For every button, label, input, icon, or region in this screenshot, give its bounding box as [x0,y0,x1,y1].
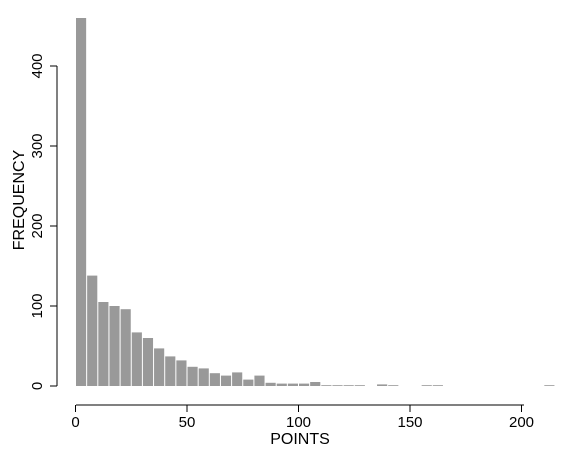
histogram-bar [332,385,343,386]
histogram-bar [276,383,287,386]
bars-group [76,18,555,386]
histogram-bar [310,382,321,386]
y-tick-label: 400 [29,53,46,78]
histogram-bar [165,356,176,386]
histogram-bar [142,338,154,386]
y-ticks-group: 0 100 200 300 400 [29,53,57,390]
histogram-bar [354,385,365,386]
histogram-bar [299,383,310,386]
histogram-bar [154,348,165,386]
y-axis-title: FREQUENCY [11,149,28,250]
x-tick-label: 50 [179,414,196,431]
histogram-bar [321,385,332,386]
histogram-bar [120,309,131,386]
histogram-bar [98,302,109,386]
histogram-bar [109,306,120,386]
histogram-bar [287,383,298,386]
histogram-bar [87,275,98,386]
histogram-bar [76,18,87,386]
histogram-bar [421,385,432,386]
histogram-bar [544,385,555,386]
histogram-bar [343,385,354,386]
x-axis-title: POINTS [270,431,330,448]
x-tick-label: 0 [71,414,79,431]
histogram-bar [388,385,399,386]
histogram-bar [377,384,388,386]
y-tick-label: 0 [29,382,46,390]
histogram-bar [209,373,220,386]
histogram-bar [198,368,209,386]
y-tick-label: 300 [29,133,46,158]
histogram-bar [187,366,198,386]
histogram-bar [432,385,443,386]
x-ticks-group: 0 50 100 150 200 [71,405,534,431]
histogram-bar [220,375,232,386]
x-tick-label: 200 [509,414,534,431]
histogram-bar [243,379,254,386]
histogram-bar [265,382,276,386]
x-tick-label: 100 [286,414,311,431]
histogram-bar [176,360,187,386]
x-tick-label: 150 [397,414,422,431]
histogram-bar [131,332,142,386]
histogram-bar [254,375,265,386]
y-tick-label: 100 [29,293,46,318]
y-tick-label: 200 [29,213,46,238]
histogram-bar [232,372,243,386]
